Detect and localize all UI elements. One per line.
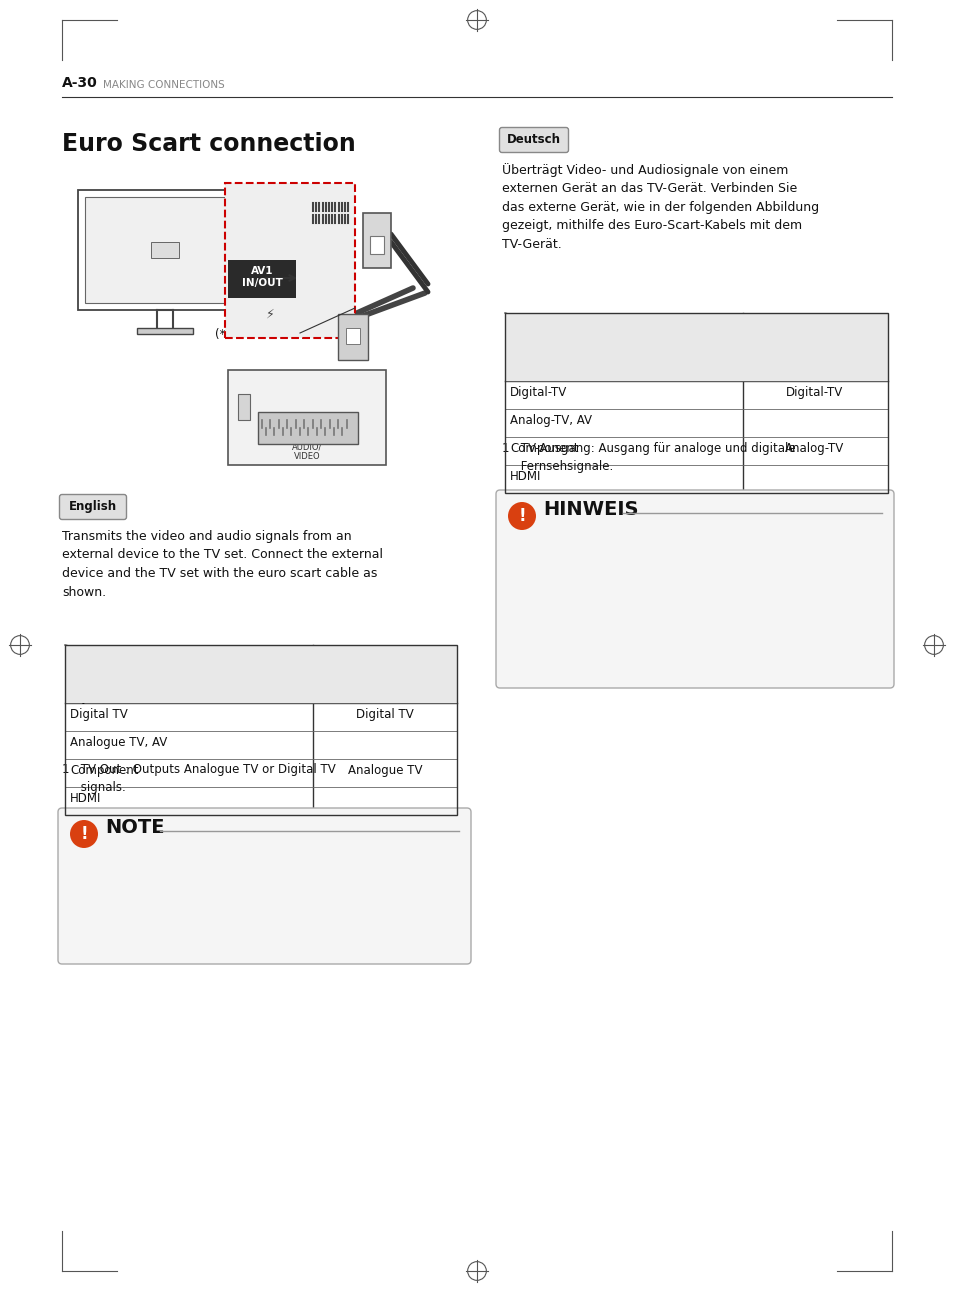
Text: HDMI: HDMI — [510, 470, 540, 483]
Text: !: ! — [517, 507, 525, 525]
Text: Analogue TV, AV: Analogue TV, AV — [70, 736, 167, 749]
Text: Digital TV: Digital TV — [355, 707, 414, 720]
Text: !: ! — [80, 825, 88, 843]
Text: Digital TV: Digital TV — [70, 707, 128, 720]
Text: NOTE: NOTE — [105, 818, 164, 837]
FancyBboxPatch shape — [59, 494, 127, 519]
Bar — [225, 183, 355, 338]
Text: AV1
(TV Out¹): AV1 (TV Out¹) — [352, 655, 417, 684]
Text: •: • — [515, 572, 522, 585]
Text: Any Euro scart cable used must be signal shielded.: Any Euro scart cable used must be signal… — [91, 848, 393, 861]
Bar — [346, 328, 359, 343]
Text: Deutsch: Deutsch — [506, 133, 560, 146]
Circle shape — [507, 502, 536, 531]
Bar — [65, 646, 456, 815]
Bar — [237, 394, 250, 420]
Bar — [253, 225, 274, 247]
Bar — [257, 412, 357, 444]
Text: A-30: A-30 — [62, 76, 97, 90]
Text: •: • — [515, 531, 522, 544]
Text: AUDIO/
VIDEO: AUDIO/ VIDEO — [292, 442, 322, 461]
Text: When watching digital TV in 3D imaging
mode, only 2D out signals can be output
t: When watching digital TV in 3D imaging m… — [91, 871, 349, 920]
Text: Current
input mode: Current input mode — [69, 675, 144, 705]
Text: Euro Scart connection: Euro Scart connection — [62, 132, 355, 156]
Bar — [65, 646, 456, 704]
Text: (*Not Provided): (*Not Provided) — [214, 328, 305, 341]
Text: Ausgangstyp: Ausgangstyp — [652, 318, 739, 330]
Bar — [337, 314, 368, 360]
FancyBboxPatch shape — [499, 128, 568, 152]
Bar — [151, 241, 179, 258]
Text: 1   TV Out : Outputs Analogue TV or Digital TV
     signals.: 1 TV Out : Outputs Analogue TV or Digita… — [62, 763, 335, 794]
Text: Überträgt Video- und Audiosignale von einem
externen Gerät an das TV-Gerät. Verb: Überträgt Video- und Audiosignale von ei… — [501, 163, 819, 250]
FancyBboxPatch shape — [58, 808, 471, 964]
Text: 1   TV-Ausgang: Ausgang für analoge und digitale
     Fernsehsignale.: 1 TV-Ausgang: Ausgang für analoge und di… — [501, 442, 795, 473]
Text: Output
Type: Output Type — [263, 649, 309, 679]
Text: Das Euro-Scart-Kabel muss signaltechnisch
abgeschirmt sein.: Das Euro-Scart-Kabel muss signaltechnisc… — [529, 531, 784, 562]
Text: Digital-TV: Digital-TV — [510, 386, 567, 399]
Text: English: English — [69, 500, 117, 513]
Bar — [363, 213, 391, 269]
Text: AV1
IN/OUT: AV1 IN/OUT — [241, 266, 282, 288]
Text: HINWEIS: HINWEIS — [542, 500, 638, 519]
Text: Component: Component — [510, 442, 578, 454]
Text: ⚡: ⚡ — [265, 309, 274, 321]
Bar — [228, 371, 386, 465]
Text: AV1
(TV-Ausgang¹): AV1 (TV-Ausgang¹) — [763, 325, 864, 355]
Text: Component: Component — [70, 764, 138, 777]
FancyBboxPatch shape — [496, 491, 893, 688]
Text: Bei digitalem Fernsehen im 3D-Modus
können nur 2D-Ausgangssignale über ein
SCART: Bei digitalem Fernsehen im 3D-Modus könn… — [529, 572, 773, 639]
Text: Analog-TV: Analog-TV — [784, 442, 843, 454]
Bar — [504, 312, 887, 493]
Bar — [78, 190, 253, 310]
Bar — [228, 259, 295, 298]
Bar — [504, 312, 887, 381]
Text: HDMI: HDMI — [70, 791, 101, 806]
Text: Digital-TV: Digital-TV — [785, 386, 842, 399]
Text: •: • — [77, 848, 84, 861]
Text: Analogue TV: Analogue TV — [348, 764, 422, 777]
Bar — [137, 328, 193, 334]
Text: •: • — [77, 871, 84, 886]
Text: MAKING CONNECTIONS: MAKING CONNECTIONS — [103, 80, 225, 90]
Text: Analog-TV, AV: Analog-TV, AV — [510, 414, 592, 427]
Bar — [85, 198, 246, 303]
Text: Aktueller
Eingangsmodus: Aktueller Eingangsmodus — [509, 343, 613, 373]
Bar — [370, 236, 384, 254]
Circle shape — [70, 820, 98, 848]
Text: Transmits the video and audio signals from an
external device to the TV set. Con: Transmits the video and audio signals fr… — [62, 531, 382, 599]
